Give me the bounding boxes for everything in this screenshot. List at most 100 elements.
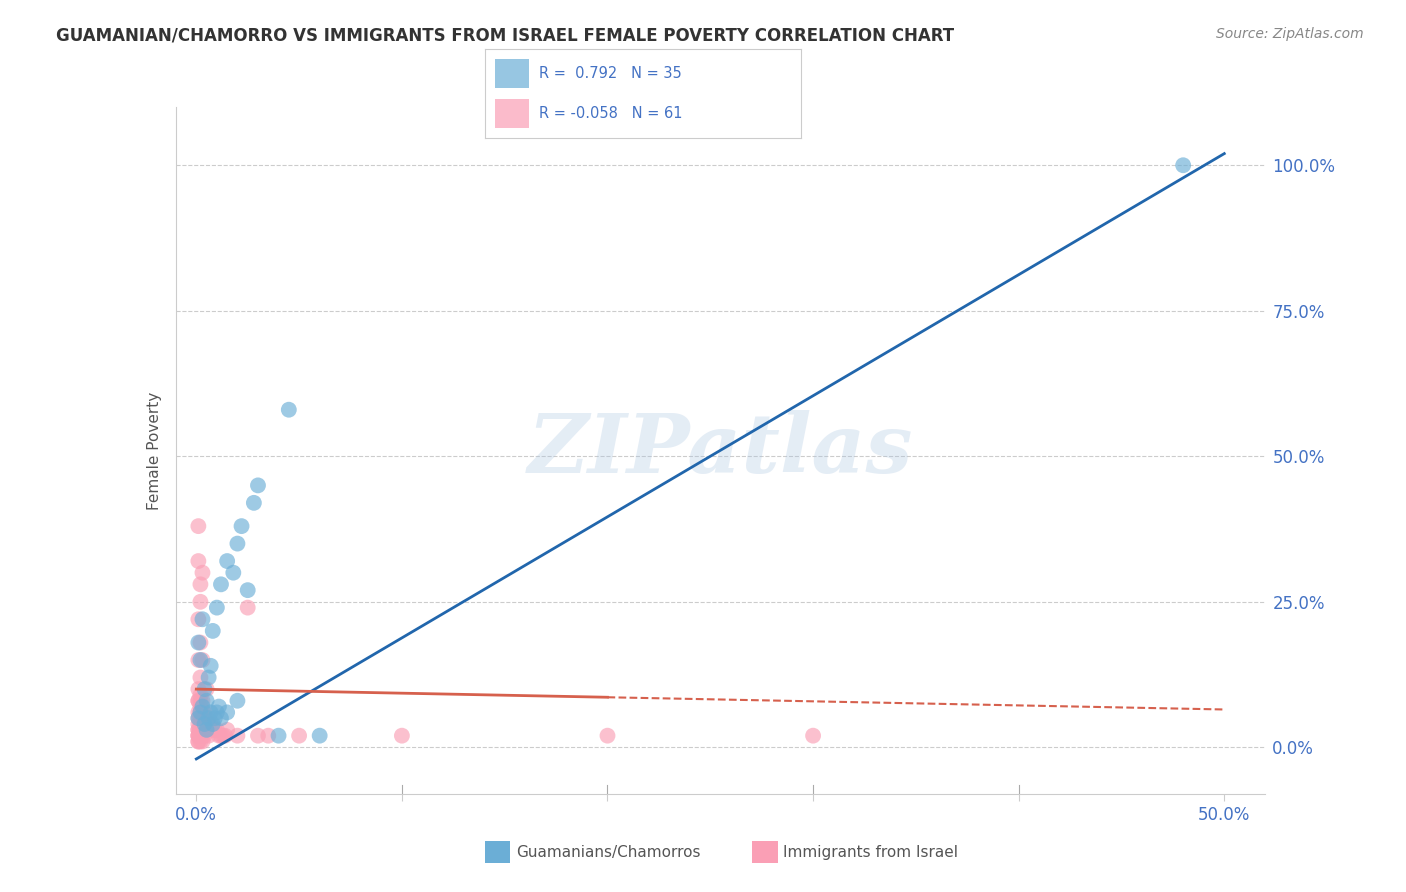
Point	[193, 682, 215, 697]
Text: ZIPatlas: ZIPatlas	[527, 410, 914, 491]
Point	[195, 711, 218, 725]
Point	[246, 478, 269, 492]
Point	[187, 653, 209, 667]
Point	[195, 694, 218, 708]
Point	[191, 699, 214, 714]
Point	[187, 694, 209, 708]
Text: Source: ZipAtlas.com: Source: ZipAtlas.com	[1216, 27, 1364, 41]
Point	[187, 694, 209, 708]
Point	[195, 682, 218, 697]
Point	[193, 717, 215, 731]
Point	[208, 699, 231, 714]
Point	[190, 670, 212, 684]
Point	[209, 577, 232, 591]
Point	[191, 653, 214, 667]
Point	[201, 624, 224, 638]
Point	[596, 729, 619, 743]
Point	[190, 723, 212, 737]
Point	[217, 706, 239, 720]
Point	[205, 706, 228, 720]
Point	[197, 729, 219, 743]
Point	[187, 734, 209, 748]
Point	[204, 711, 226, 725]
Point	[190, 706, 212, 720]
Point	[200, 706, 222, 720]
Point	[205, 723, 228, 737]
Point	[187, 734, 209, 748]
Point	[187, 519, 209, 533]
Point	[226, 729, 249, 743]
Point	[190, 717, 212, 731]
Point	[288, 729, 311, 743]
Point	[187, 729, 209, 743]
Point	[190, 734, 212, 748]
Text: R =  0.792   N = 35: R = 0.792 N = 35	[538, 66, 682, 81]
Point	[197, 670, 219, 684]
Text: Immigrants from Israel: Immigrants from Israel	[783, 846, 957, 860]
Point	[187, 635, 209, 649]
Point	[191, 706, 214, 720]
Point	[257, 729, 280, 743]
Bar	[495, 99, 529, 128]
Point	[187, 612, 209, 626]
Point	[193, 706, 215, 720]
Text: R = -0.058   N = 61: R = -0.058 N = 61	[538, 106, 682, 121]
Point	[246, 729, 269, 743]
Point	[201, 717, 224, 731]
Point	[231, 519, 253, 533]
Point	[191, 734, 214, 748]
Y-axis label: Female Poverty: Female Poverty	[146, 392, 162, 509]
Point	[190, 577, 212, 591]
Point	[187, 711, 209, 725]
Point	[191, 612, 214, 626]
Point	[200, 717, 222, 731]
Bar	[495, 59, 529, 88]
Point	[801, 729, 824, 743]
Point	[187, 706, 209, 720]
Point	[209, 729, 232, 743]
Point	[187, 729, 209, 743]
Point	[1173, 158, 1195, 172]
Point	[277, 402, 299, 417]
Point	[208, 729, 231, 743]
Point	[212, 729, 235, 743]
Point	[197, 717, 219, 731]
Point	[190, 635, 212, 649]
Point	[197, 711, 219, 725]
Point	[191, 729, 214, 743]
Point	[226, 536, 249, 550]
Text: GUAMANIAN/CHAMORRO VS IMMIGRANTS FROM ISRAEL FEMALE POVERTY CORRELATION CHART: GUAMANIAN/CHAMORRO VS IMMIGRANTS FROM IS…	[56, 27, 955, 45]
Point	[190, 729, 212, 743]
Point	[195, 723, 218, 737]
Point	[191, 694, 214, 708]
Point	[187, 682, 209, 697]
Point	[205, 600, 228, 615]
Point	[209, 711, 232, 725]
Point	[226, 694, 249, 708]
Point	[243, 496, 266, 510]
Point	[236, 583, 259, 598]
Point	[222, 566, 245, 580]
Point	[217, 554, 239, 568]
Point	[190, 688, 212, 702]
Point	[190, 699, 212, 714]
Point	[236, 600, 259, 615]
Point	[187, 723, 209, 737]
Point	[191, 717, 214, 731]
Point	[214, 729, 236, 743]
Point	[187, 729, 209, 743]
Point	[217, 723, 239, 737]
Point	[204, 723, 226, 737]
Text: Guamanians/Chamorros: Guamanians/Chamorros	[516, 846, 700, 860]
Point	[193, 729, 215, 743]
Point	[190, 706, 212, 720]
Point	[187, 723, 209, 737]
Point	[187, 717, 209, 731]
Point	[267, 729, 290, 743]
Point	[190, 723, 212, 737]
Point	[308, 729, 330, 743]
Point	[391, 729, 413, 743]
Point	[187, 711, 209, 725]
Point	[190, 653, 212, 667]
Point	[190, 595, 212, 609]
